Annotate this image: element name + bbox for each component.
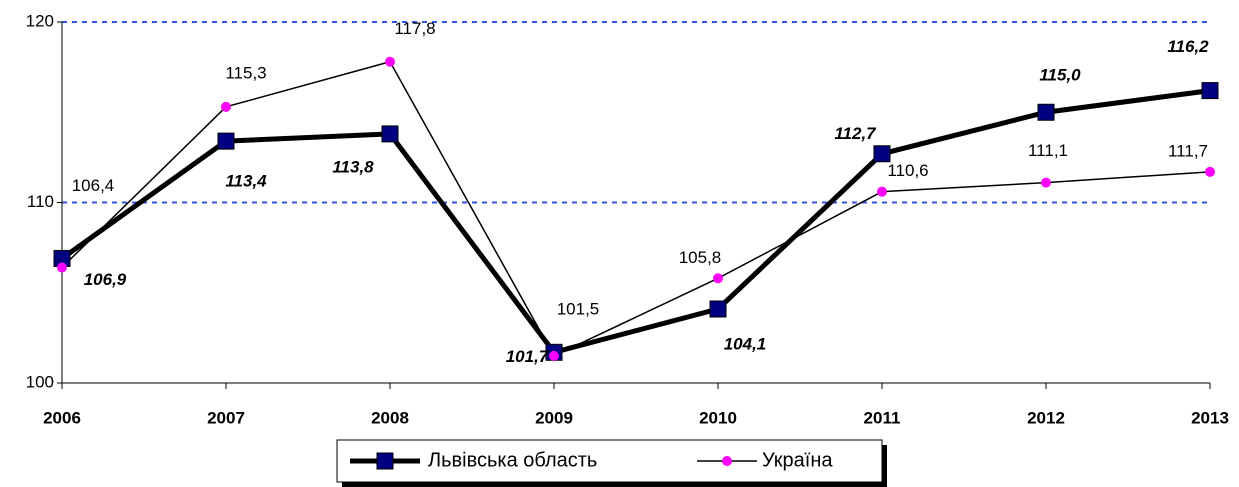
- y-tick-label: 120: [26, 11, 54, 30]
- marker: [385, 56, 395, 67]
- marker: [549, 350, 559, 361]
- data-label: 115,0: [1039, 66, 1081, 85]
- legend-marker: [722, 456, 732, 466]
- data-label: 106,4: [72, 176, 115, 195]
- data-label: 104,1: [724, 334, 767, 353]
- x-tick-label: 2006: [43, 408, 81, 427]
- marker: [1205, 166, 1215, 177]
- data-label: 115,3: [225, 63, 266, 82]
- x-tick-label: 2010: [699, 408, 737, 427]
- data-label: 117,8: [394, 19, 435, 38]
- x-tick-label: 2013: [1191, 408, 1229, 427]
- y-tick-label: 110: [27, 192, 54, 211]
- series-line: [60, 88, 1211, 356]
- legend-marker: [376, 452, 394, 470]
- marker: [1037, 103, 1055, 121]
- data-label: 105,8: [679, 248, 722, 267]
- data-label: 113,4: [225, 172, 267, 191]
- marker: [873, 145, 891, 163]
- data-label: 106,9: [84, 270, 127, 289]
- x-tick-label: 2008: [371, 408, 409, 427]
- x-tick-label: 2007: [207, 408, 245, 427]
- marker: [57, 262, 67, 273]
- legend-box: [336, 439, 883, 483]
- data-label: 113,8: [332, 157, 374, 176]
- series-line: [61, 60, 1211, 357]
- legend-label: Україна: [762, 449, 833, 471]
- y-tick-label: 100: [26, 372, 54, 391]
- marker: [221, 101, 231, 112]
- marker: [877, 186, 887, 197]
- marker: [713, 273, 723, 284]
- marker: [381, 125, 399, 143]
- data-label: 111,1: [1028, 141, 1068, 160]
- data-label: 116,2: [1167, 37, 1209, 56]
- x-tick-label: 2009: [535, 408, 573, 427]
- legend-label: Львівська область: [428, 449, 597, 471]
- data-label: 110,6: [887, 161, 928, 180]
- marker: [709, 300, 727, 318]
- data-label: 101,7: [506, 347, 550, 366]
- marker: [1201, 82, 1219, 100]
- marker: [217, 132, 235, 150]
- data-label: 111,7: [1168, 141, 1208, 160]
- data-label: 112,7: [834, 124, 877, 143]
- data-label: 101,5: [557, 299, 600, 318]
- x-tick-label: 2012: [1027, 408, 1065, 427]
- x-tick-label: 2011: [864, 408, 901, 427]
- marker: [1041, 177, 1051, 188]
